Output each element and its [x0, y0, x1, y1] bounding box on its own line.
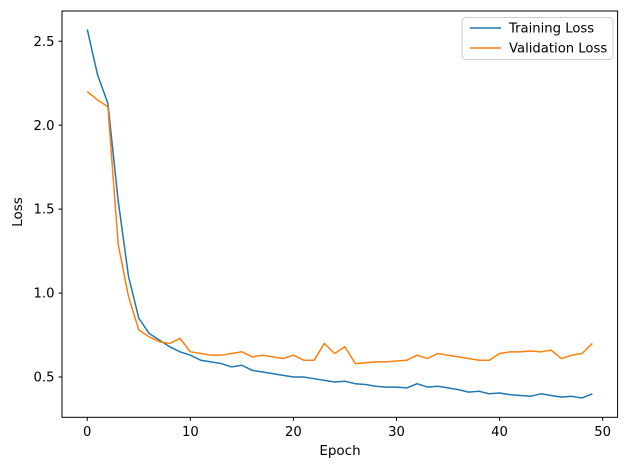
- plot-area: 0 10 20 30 40 50 0.5 1.0 1.5 2.0 2.5: [34, 10, 619, 440]
- x-tick-label: 0: [83, 425, 91, 440]
- x-tick-label: 50: [594, 425, 611, 440]
- x-tick-label: 10: [182, 425, 199, 440]
- y-tick-label: 2.5: [34, 35, 55, 50]
- validation-loss-line: [86, 91, 593, 365]
- y-tick-label: 0.5: [34, 371, 55, 386]
- x-tick-label: 20: [285, 425, 302, 440]
- x-tick-label: 30: [388, 425, 405, 440]
- training-loss-line: [86, 29, 593, 399]
- y-tick-label: 1.0: [34, 287, 55, 302]
- legend-item-validation-loss: Validation Loss: [470, 42, 607, 57]
- y-axis-label: Loss: [10, 197, 26, 227]
- legend-label-training-loss: Training Loss: [508, 22, 594, 37]
- y-tick-label: 2.0: [34, 119, 55, 134]
- legend-item-training-loss: Training Loss: [470, 22, 594, 37]
- x-axis-label: Epoch: [319, 443, 360, 459]
- legend-label-validation-loss: Validation Loss: [509, 42, 607, 57]
- plot-border: [61, 10, 619, 418]
- y-tick-label: 1.5: [34, 203, 55, 218]
- legend: Training Loss Validation Loss: [461, 17, 614, 60]
- x-tick-label: 40: [491, 425, 508, 440]
